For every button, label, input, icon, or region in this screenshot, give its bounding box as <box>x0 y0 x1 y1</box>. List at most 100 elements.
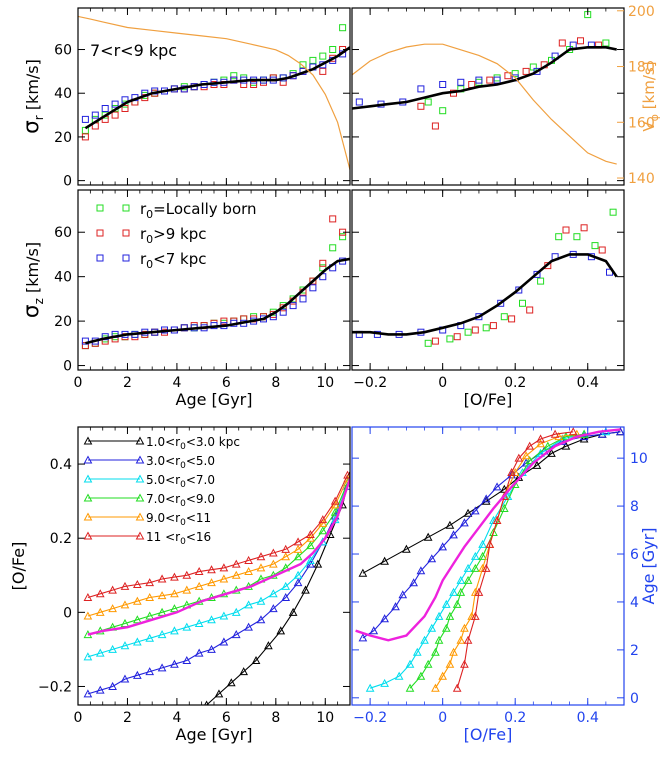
triangle-orange <box>194 581 204 590</box>
point-blue <box>417 85 425 93</box>
x-tick-label: 6 <box>222 710 231 726</box>
legend-rest: >9 kpc <box>153 225 206 243</box>
point-red <box>577 37 584 45</box>
point-green <box>555 233 563 241</box>
legend-marker <box>135 436 145 445</box>
series-line-green <box>87 482 349 636</box>
triangle-black <box>226 678 236 687</box>
legend-marker <box>96 229 104 237</box>
legend-label: r0<7 kpc <box>140 250 207 271</box>
legend-marker <box>135 474 145 483</box>
legend-marker <box>96 254 104 262</box>
point-red <box>431 122 439 130</box>
legend-sub: 0 <box>180 461 186 471</box>
series-line-cyan <box>369 431 606 689</box>
panel-sigr_age: 0 20 40 60 σr [km/s] 7<r<9 kpc <box>19 7 351 190</box>
triangle-black <box>423 532 433 541</box>
triangle-orange <box>157 591 167 600</box>
triangle-black <box>239 667 249 676</box>
triangle-blue <box>244 622 253 631</box>
triangle-blue <box>409 578 418 587</box>
point-green <box>519 299 526 307</box>
triangle-red <box>536 434 545 443</box>
triangle-black <box>445 520 455 529</box>
legend-sub: 0 <box>180 499 186 509</box>
legend-pre: 1.0<r <box>146 435 180 449</box>
triangle-cyan <box>170 626 179 635</box>
triangle-cyan <box>434 611 444 620</box>
y2-tick-label: 6 <box>630 547 639 563</box>
triangle-green <box>423 659 433 668</box>
y2-axis-label: Age [Gyr] <box>639 528 658 605</box>
triangle-red <box>207 565 216 574</box>
triangle-cyan <box>478 539 487 548</box>
y2-tick-label: 2 <box>630 643 639 659</box>
triangle-cyan <box>256 596 266 605</box>
point-blue <box>91 111 99 119</box>
series-line-magenta <box>87 478 350 636</box>
point-green <box>250 313 258 321</box>
legend-label: 5.0<r0<7.0 <box>146 473 215 490</box>
triangle-red <box>318 515 328 524</box>
legend-marker <box>135 531 145 540</box>
point-red <box>309 277 317 285</box>
point-red <box>111 111 119 119</box>
panel-frame <box>351 189 625 371</box>
triangle-cyan <box>207 615 216 624</box>
triangle-blue <box>120 674 130 683</box>
legend-sub: 0 <box>146 208 153 221</box>
triangle-orange <box>108 604 117 613</box>
triangle-cyan <box>405 659 415 668</box>
point-green <box>230 72 238 80</box>
point-red <box>471 326 479 334</box>
legend-pre: 3.0<r <box>146 454 180 468</box>
series-line-black <box>84 46 350 130</box>
triangle-blue <box>194 648 204 657</box>
point-green <box>319 52 327 60</box>
triangle-cyan <box>219 611 229 620</box>
triangle-red <box>194 567 204 576</box>
series-line-black <box>85 257 350 345</box>
x-tick-label: 0 <box>438 375 447 391</box>
triangle-orange <box>456 635 466 644</box>
point-blue <box>355 98 363 106</box>
point-blue <box>309 284 317 292</box>
point-blue <box>81 337 89 345</box>
y-tick-label: −0.2 <box>38 679 72 695</box>
point-green <box>329 46 337 53</box>
legend-marker <box>135 493 145 502</box>
triangle-black <box>276 626 286 635</box>
x-tick-label: 0 <box>74 375 83 391</box>
triangle-green <box>470 563 480 572</box>
series-line-green <box>409 433 585 689</box>
triangle-green <box>318 526 328 535</box>
triangle-orange <box>145 592 155 602</box>
triangle-cyan <box>83 652 93 661</box>
triangle-cyan <box>380 678 389 687</box>
series-line-cyan <box>87 482 349 658</box>
triangle-cyan <box>182 622 192 631</box>
point-blue <box>279 308 287 316</box>
legend-pre: 5.0<r <box>146 473 180 487</box>
legend-rest: <5.0 <box>186 454 215 468</box>
y-axis-label: σz [km/s] <box>19 242 46 318</box>
triangle-orange <box>554 432 564 441</box>
triangle-red <box>485 539 495 548</box>
triangle-cyan <box>441 599 451 608</box>
x-axis-label: Age [Gyr] <box>176 725 253 744</box>
triangle-blue <box>380 614 389 623</box>
triangle-green <box>306 541 315 550</box>
x-axis-label: Age [Gyr] <box>176 390 253 409</box>
point-green <box>446 335 454 343</box>
y-axis-label-text: σz [km/s] <box>19 242 46 318</box>
legend-label: 11 <r0<16 <box>146 530 211 547</box>
triangle-blue <box>427 554 437 563</box>
series-line-orange <box>434 433 577 689</box>
point-blue <box>493 76 501 84</box>
triangle-blue <box>460 518 469 527</box>
triangle-cyan <box>456 575 466 584</box>
triangle-red <box>514 453 524 462</box>
series-line-black <box>352 253 618 336</box>
point-red <box>580 224 588 232</box>
